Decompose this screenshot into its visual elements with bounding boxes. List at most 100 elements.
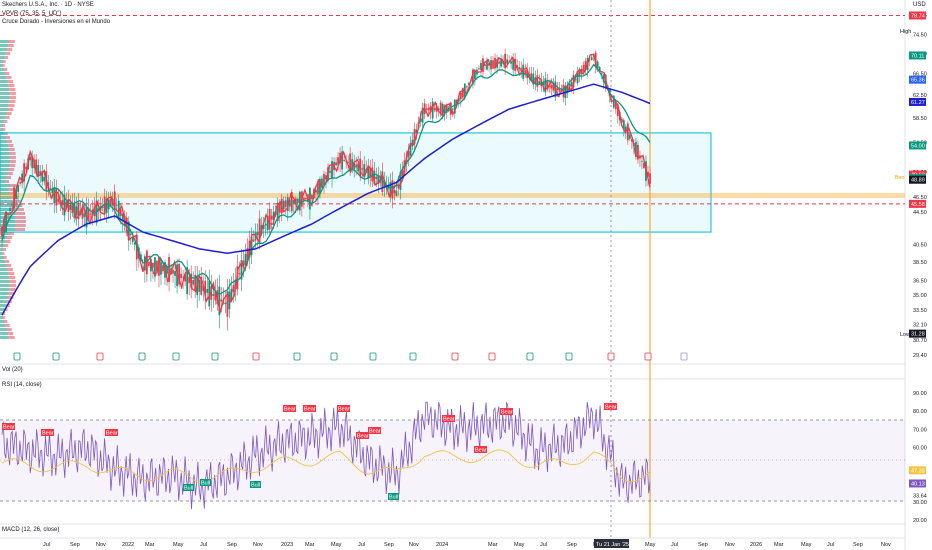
volume-profile-down	[7, 48, 13, 51]
signal-markers	[13, 352, 688, 361]
bear-tag-text: Bear	[42, 431, 54, 437]
candle-body	[624, 126, 627, 131]
volume-profile-down	[9, 288, 16, 291]
candle-body	[552, 84, 555, 91]
candle-body	[148, 261, 150, 266]
candle-body	[598, 67, 601, 71]
time-label: Sep	[567, 542, 577, 548]
candle-body	[457, 97, 460, 102]
bear-tag-text: Bear	[304, 407, 316, 413]
time-label: Mar	[145, 542, 155, 548]
ma-slow-line	[1, 83, 651, 316]
volume-profile-down	[8, 84, 15, 87]
candle-body	[55, 188, 58, 206]
candle-body	[343, 159, 346, 161]
signal-marker	[96, 352, 104, 361]
candle-body	[542, 82, 545, 86]
candle-body	[284, 200, 287, 207]
indicator-legend[interactable]: Cruce Dorado - Inversiones en el Mundo	[2, 19, 111, 25]
candle-body	[150, 259, 152, 272]
candle-body	[369, 168, 372, 178]
vpvr-legend[interactable]: VPVR (75, 35, 5_UD")	[2, 11, 62, 17]
candle-body	[188, 276, 191, 283]
rsi-pane-label[interactable]: RSI (14, close)	[2, 382, 42, 388]
candle-body	[156, 260, 158, 272]
price-label-bg	[909, 75, 926, 84]
time-label: Mar	[488, 542, 498, 548]
candle-body	[172, 270, 174, 274]
volume-profile-up	[0, 116, 6, 119]
volume-profile-up	[0, 88, 10, 91]
candle-body	[600, 73, 603, 75]
price-tick-label: 58.50	[913, 116, 927, 122]
candle-body	[474, 71, 476, 80]
price-label-bg	[909, 199, 926, 208]
price-tick-label: 35.00	[913, 293, 927, 299]
bear-tag	[474, 446, 487, 453]
volume-profile-up	[0, 296, 9, 299]
candle-body	[131, 236, 134, 242]
price-tick-label: 62.50	[913, 93, 927, 99]
volume-profile-down	[5, 116, 10, 119]
candle-body	[441, 103, 444, 116]
volume-profile-up	[0, 260, 6, 263]
price-tick-label: 38.50	[913, 260, 927, 266]
volume-profile-up	[0, 124, 3, 127]
candle-body	[484, 64, 486, 67]
candle-body	[278, 204, 281, 213]
candle-body	[451, 108, 454, 110]
bxo-label: Bxo	[895, 175, 904, 181]
candle-body	[83, 213, 86, 217]
volume-profile-up	[0, 108, 8, 111]
macd-pane-label[interactable]: MACD (12, 26, close)	[2, 527, 60, 533]
candle-body	[439, 102, 442, 115]
time-label: May	[645, 542, 656, 548]
bear-tag-text: Bear	[443, 417, 455, 423]
volume-profile-down	[5, 72, 10, 75]
bear-tag	[368, 427, 381, 434]
price-tick-label: 46.50	[913, 195, 927, 201]
volume-profile-down	[9, 276, 16, 279]
candle-body	[266, 215, 269, 231]
time-label: May	[514, 542, 525, 548]
volume-profile-up	[0, 332, 9, 335]
volume-profile-down	[6, 328, 12, 331]
candle-body	[321, 178, 323, 188]
volume-profile-down	[8, 296, 14, 299]
time-label: May	[801, 542, 812, 548]
candle-body	[238, 273, 241, 275]
candle-body	[478, 68, 480, 70]
chart-title: Skechers U.S.A., Inc. · 1D · NYSE	[2, 2, 94, 8]
signal-marker	[607, 352, 615, 361]
candle-body	[298, 191, 301, 211]
volume-profile-down	[9, 164, 16, 167]
candle-body	[31, 155, 34, 169]
candle-body	[383, 180, 386, 188]
candle-body	[226, 291, 229, 317]
candle-body	[200, 276, 203, 295]
volume-profile-up	[0, 40, 9, 43]
candle-body	[154, 257, 156, 277]
candle-body	[548, 86, 551, 87]
candle-body	[536, 75, 539, 87]
volume-profile-up	[0, 336, 9, 339]
candle-body	[558, 87, 561, 92]
volume-profile-down	[7, 80, 14, 83]
candle-body	[510, 61, 513, 64]
candle-body	[21, 173, 24, 184]
rsi-ma-line	[1, 449, 651, 484]
candle-body	[407, 150, 410, 158]
candle-body	[192, 280, 195, 285]
volume-profile-up	[0, 200, 13, 203]
candle-body	[262, 225, 265, 230]
candle-body	[29, 156, 32, 161]
candle-body	[425, 108, 428, 110]
candle-body	[504, 53, 507, 69]
candle-body	[628, 134, 631, 139]
candle-body	[375, 176, 378, 179]
volume-pane-label[interactable]: Vol (20)	[2, 367, 23, 373]
volume-profile-down	[3, 316, 6, 319]
candle-body	[518, 67, 521, 70]
